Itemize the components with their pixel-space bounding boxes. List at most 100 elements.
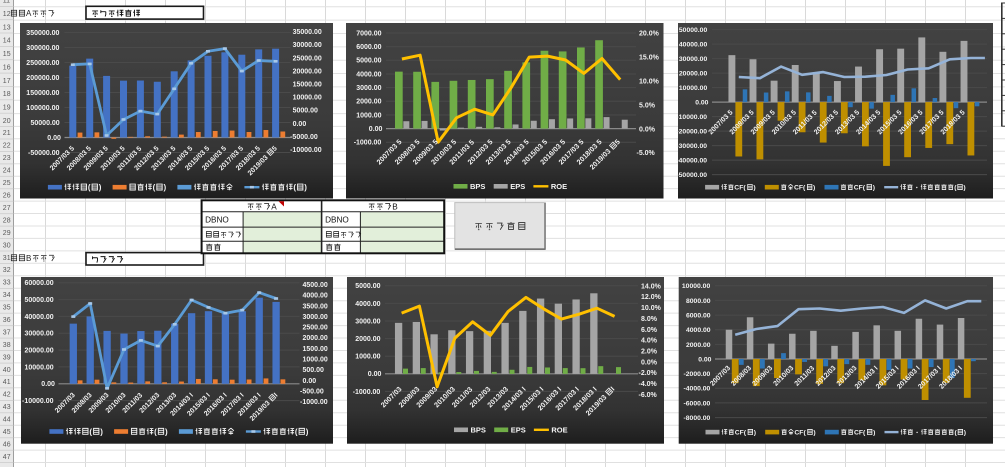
svg-text:CF(: CF(	[794, 430, 806, 437]
svg-text:): )	[165, 427, 168, 436]
svg-text:): )	[964, 430, 966, 437]
svg-text:CF(: CF(	[734, 185, 746, 192]
svg-text:5000.00: 5000.00	[355, 283, 380, 290]
svg-text:CF(: CF(	[854, 185, 866, 192]
svg-text:10.0%: 10.0%	[641, 305, 662, 312]
svg-text:33: 33	[3, 280, 11, 287]
svg-text:CF(: CF(	[854, 430, 866, 437]
svg-text:40000.00: 40000.00	[679, 42, 708, 49]
svg-text:35000.00: 35000.00	[293, 29, 322, 36]
svg-text:(: (	[295, 427, 298, 436]
svg-text:41: 41	[3, 379, 11, 386]
svg-text:100000.00: 100000.00	[26, 105, 59, 112]
svg-text:-6.0%: -6.0%	[639, 392, 658, 399]
svg-text:47: 47	[3, 454, 11, 461]
svg-text:42: 42	[3, 392, 11, 399]
svg-text:300000.00: 300000.00	[26, 45, 59, 52]
svg-text:3000.00: 3000.00	[356, 85, 381, 92]
svg-text:50000.00: 50000.00	[25, 297, 54, 304]
svg-text:22: 22	[3, 143, 11, 150]
svg-text:31: 31	[3, 255, 11, 262]
svg-text:-500.00: -500.00	[300, 388, 324, 395]
svg-text:DBNO: DBNO	[325, 215, 349, 224]
svg-text:-10000.00: -10000.00	[290, 147, 322, 154]
svg-text:20000.00: 20000.00	[25, 348, 54, 355]
svg-text:30000.00: 30000.00	[293, 42, 322, 49]
svg-text:30: 30	[3, 242, 11, 249]
svg-text:25: 25	[3, 180, 11, 187]
svg-text:32: 32	[3, 267, 11, 274]
svg-text:CF(: CF(	[735, 430, 747, 437]
svg-text:3000.00: 3000.00	[303, 314, 328, 321]
svg-text:29: 29	[3, 230, 11, 237]
svg-text:-1000.00: -1000.00	[353, 389, 381, 396]
svg-text:2000.00: 2000.00	[356, 99, 381, 106]
svg-text:DBNO: DBNO	[205, 215, 229, 224]
svg-text:1000.00: 1000.00	[356, 112, 381, 119]
svg-text:-2.0%: -2.0%	[639, 370, 658, 377]
svg-text:25000.00: 25000.00	[293, 55, 322, 62]
svg-text:50000.00: 50000.00	[31, 120, 60, 127]
svg-text:20000.00: 20000.00	[679, 71, 708, 78]
svg-text:A: A	[271, 202, 277, 211]
svg-text:0.00: 0.00	[303, 378, 317, 385]
svg-text:15: 15	[3, 51, 11, 58]
svg-text:19: 19	[3, 105, 11, 112]
svg-text:): )	[100, 427, 103, 436]
svg-text:4.0%: 4.0%	[641, 338, 658, 345]
svg-text:30000.00: 30000.00	[25, 331, 54, 338]
svg-text:43: 43	[3, 404, 11, 411]
svg-text:4000.00: 4000.00	[355, 301, 380, 308]
svg-text:10.0%: 10.0%	[639, 79, 660, 86]
svg-text:-2000.00: -2000.00	[684, 371, 711, 378]
svg-text:CF(: CF(	[794, 185, 806, 192]
svg-text:10000.00: 10000.00	[293, 95, 322, 102]
svg-text:2.0%: 2.0%	[641, 348, 658, 355]
svg-text:): )	[306, 427, 309, 436]
svg-text:28: 28	[3, 217, 11, 224]
svg-text:0.00: 0.00	[293, 121, 307, 128]
svg-text:250000.00: 250000.00	[26, 60, 59, 67]
svg-text:BPS: BPS	[470, 182, 485, 191]
svg-text:-4.0%: -4.0%	[639, 381, 658, 388]
svg-text:0.00: 0.00	[368, 371, 382, 378]
svg-text:4000.00: 4000.00	[303, 293, 328, 300]
svg-text:2500.00: 2500.00	[303, 325, 328, 332]
svg-text:(: (	[89, 427, 92, 436]
svg-text:-40000.00: -40000.00	[676, 158, 707, 165]
svg-text:14: 14	[3, 38, 11, 45]
svg-text:44: 44	[3, 417, 11, 424]
svg-text:4500.00: 4500.00	[303, 282, 328, 289]
svg-text:24: 24	[3, 168, 11, 175]
svg-text:4000.00: 4000.00	[686, 327, 711, 334]
svg-text:39: 39	[3, 354, 11, 361]
svg-text:): )	[753, 185, 755, 192]
svg-text:-10000.00: -10000.00	[22, 398, 54, 405]
svg-text:0.00: 0.00	[369, 126, 383, 133]
svg-text:10000.00: 10000.00	[682, 283, 711, 290]
svg-text:(: (	[954, 185, 957, 192]
svg-text:1000.00: 1000.00	[355, 354, 380, 361]
svg-text:(: (	[955, 430, 958, 437]
svg-text:6000.00: 6000.00	[686, 313, 711, 320]
svg-text:20000.00: 20000.00	[293, 68, 322, 75]
svg-text:45: 45	[3, 429, 11, 436]
svg-text:-4000.00: -4000.00	[684, 386, 711, 393]
svg-text:I: I	[609, 385, 617, 393]
svg-text:16: 16	[3, 64, 11, 71]
svg-text:-6000.00: -6000.00	[684, 400, 711, 407]
svg-text:(: (	[154, 427, 157, 436]
svg-text:-50000.00: -50000.00	[28, 150, 60, 157]
svg-text:): )	[99, 183, 102, 192]
svg-text:(: (	[153, 183, 156, 192]
svg-text:11: 11	[3, 0, 10, 5]
svg-text:0.00: 0.00	[698, 356, 711, 363]
svg-text:0.00: 0.00	[695, 100, 708, 107]
svg-text:5: 5	[613, 137, 622, 146]
svg-text:-5.0%: -5.0%	[637, 150, 656, 157]
svg-text:40: 40	[3, 367, 11, 374]
svg-text:0.00: 0.00	[47, 135, 61, 142]
svg-text:(: (	[88, 183, 91, 192]
svg-text:27: 27	[3, 205, 11, 212]
svg-text:8.0%: 8.0%	[641, 316, 658, 323]
